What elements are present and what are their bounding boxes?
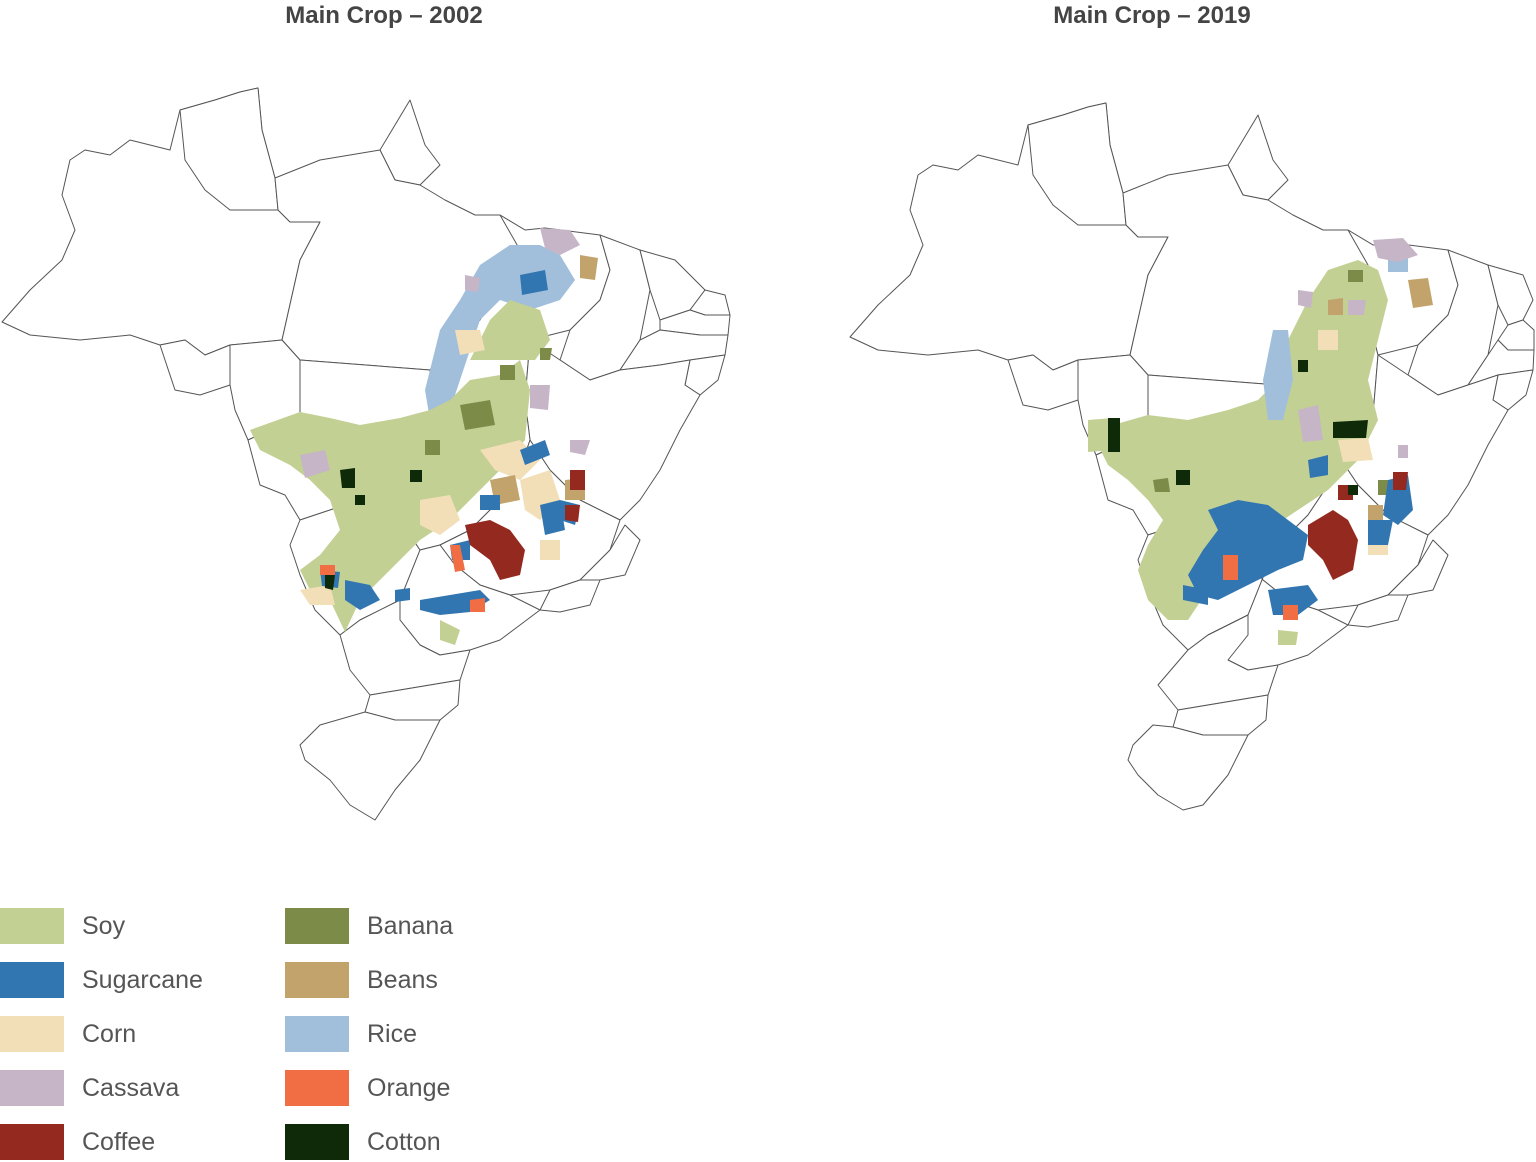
legend-label: Cassava <box>82 1074 180 1102</box>
crop-areas-2002 <box>250 228 598 645</box>
state-outline <box>339 599 471 696</box>
map-panel-2019: Main Crop – 2019 <box>768 0 1536 840</box>
legend-label: Beans <box>367 966 438 994</box>
brazil-map-2019 <box>849 102 1535 811</box>
brazil-map-2002 <box>1 87 731 821</box>
legend-label: Banana <box>367 912 454 940</box>
state-outline <box>299 711 441 821</box>
legend-item-soy: Soy <box>0 904 260 944</box>
legend-swatch <box>0 1124 64 1160</box>
legend-swatch <box>0 962 64 998</box>
legend-item-banana: Banana <box>285 904 545 944</box>
legend-swatch <box>285 1016 349 1052</box>
legend-item-corn: Corn <box>0 1012 260 1052</box>
legend-item-coffee: Coffee <box>0 1120 260 1160</box>
legend-swatch <box>285 962 349 998</box>
legend-label: Soy <box>82 912 126 940</box>
legend-item-orange: Orange <box>285 1066 545 1106</box>
legend-item-beans: Beans <box>285 958 545 998</box>
map-title: Main Crop – 2002 <box>285 2 483 29</box>
legend-swatch <box>285 1070 349 1106</box>
legend-label: Coffee <box>82 1128 156 1156</box>
legend-label: Cotton <box>367 1128 441 1156</box>
legend-label: Corn <box>82 1020 137 1048</box>
map-panel-2002: Main Crop – 2002 <box>0 0 768 840</box>
state-outline <box>1157 614 1279 711</box>
map-title: Main Crop – 2019 <box>1053 2 1251 29</box>
legend-item-cassava: Cassava <box>0 1066 260 1106</box>
legend-label: Orange <box>367 1074 451 1102</box>
legend: Soy Sugarcane Corn Cassava Coffee Banana… <box>0 900 560 1160</box>
legend-swatch <box>285 908 349 944</box>
crop-areas-2019 <box>1088 238 1433 645</box>
legend-label: Sugarcane <box>82 966 203 994</box>
legend-swatch <box>0 1016 64 1052</box>
state-outline <box>1 87 321 356</box>
legend-swatch <box>0 908 64 944</box>
legend-swatch <box>0 1070 64 1106</box>
state-outline <box>1127 724 1249 811</box>
legend-label: Rice <box>367 1020 418 1048</box>
legend-swatch <box>285 1124 349 1160</box>
legend-item-cotton: Cotton <box>285 1120 545 1160</box>
state-outline <box>849 102 1169 371</box>
legend-item-sugarcane: Sugarcane <box>0 958 260 998</box>
legend-item-rice: Rice <box>285 1012 545 1052</box>
